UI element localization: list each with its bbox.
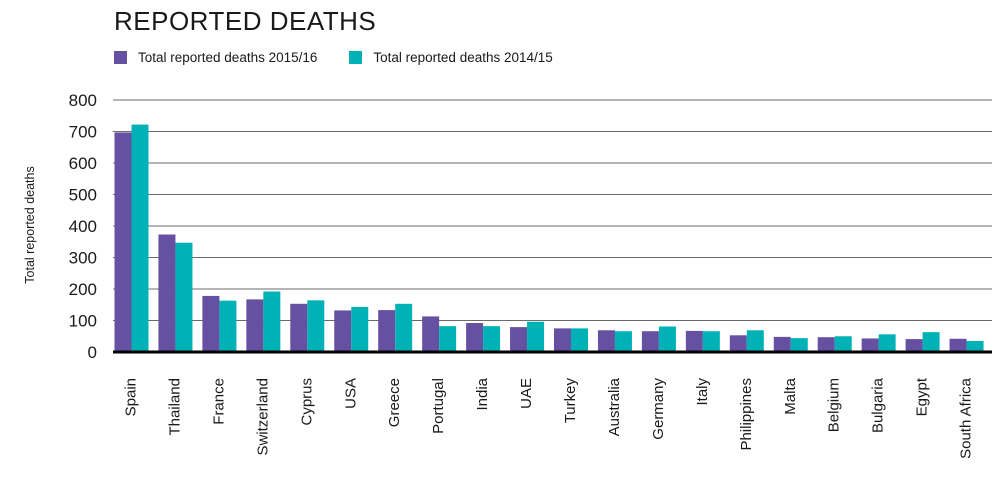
bar-2014-15 — [614, 331, 632, 352]
y-tick-label: 300 — [69, 249, 97, 268]
x-tick-label: Cyprus — [298, 378, 315, 426]
bar-2015-16 — [773, 336, 791, 352]
bar-2014-15 — [878, 334, 896, 352]
bar-2014-15 — [439, 326, 457, 352]
y-tick-label: 200 — [69, 280, 97, 299]
bar-2014-15 — [922, 332, 940, 352]
y-tick-label: 600 — [69, 154, 97, 173]
bar-2015-16 — [729, 335, 747, 352]
bar-2015-16 — [949, 338, 967, 352]
bar-2015-16 — [158, 234, 176, 352]
x-tick-label: UAE — [518, 378, 535, 409]
x-tick-label: Portugal — [430, 378, 447, 434]
x-tick-label: Bulgaria — [870, 377, 887, 433]
bar-2015-16 — [202, 295, 220, 352]
bar-2014-15 — [175, 242, 193, 352]
y-axis-ticks: 0 100 200 300 400 500 600 700 800 — [69, 91, 97, 362]
bar-2014-15 — [790, 338, 808, 352]
x-tick-label: Switzerland — [254, 378, 271, 456]
bar-2015-16 — [641, 331, 659, 352]
x-tick-label: USA — [342, 378, 359, 409]
bar-2015-16 — [817, 337, 835, 352]
bar-2015-16 — [466, 323, 484, 352]
x-tick-label: Italy — [694, 378, 711, 406]
x-tick-label: Turkey — [562, 378, 579, 424]
legend-item-2014-15: Total reported deaths 2014/15 — [349, 50, 553, 65]
bar-2014-15 — [131, 124, 149, 352]
bar-2014-15 — [483, 326, 501, 352]
bar-2014-15 — [527, 321, 545, 352]
bar-2014-15 — [746, 330, 764, 352]
bar-2015-16 — [334, 310, 352, 352]
x-tick-label: India — [474, 377, 491, 410]
bars — [114, 124, 984, 352]
bar-2015-16 — [246, 299, 264, 352]
bar-2015-16 — [422, 316, 440, 352]
bar-2015-16 — [554, 328, 571, 352]
gridlines — [113, 99, 992, 321]
y-tick-label: 400 — [69, 217, 97, 236]
legend-label-2014-15: Total reported deaths 2014/15 — [373, 50, 553, 65]
bar-2014-15 — [702, 331, 720, 352]
y-tick-label: 700 — [69, 123, 97, 142]
bar-2014-15 — [263, 291, 281, 352]
x-tick-label: Malta — [782, 377, 799, 414]
bar-2014-15 — [395, 303, 413, 352]
x-tick-label: Egypt — [914, 377, 931, 416]
bar-2015-16 — [597, 330, 615, 352]
x-tick-label: Belgium — [826, 378, 843, 432]
legend-swatch-2015-16 — [114, 51, 127, 64]
bar-2014-15 — [307, 300, 325, 352]
bar-2014-15 — [351, 306, 369, 352]
bar-2014-15 — [219, 300, 237, 352]
bar-2015-16 — [905, 339, 923, 352]
bar-2014-15 — [658, 326, 676, 352]
x-tick-label: Greece — [386, 378, 403, 427]
bar-2014-15 — [834, 336, 852, 352]
x-tick-label: South Africa — [958, 377, 975, 459]
y-tick-label: 800 — [69, 91, 97, 110]
bar-2015-16 — [861, 338, 879, 352]
legend-label-2015-16: Total reported deaths 2015/16 — [138, 50, 318, 65]
y-tick-label: 500 — [69, 186, 97, 205]
bar-2015-16 — [290, 303, 308, 352]
bar-2014-15 — [571, 328, 588, 352]
x-tick-label: Philippines — [738, 378, 755, 451]
legend-item-2015-16: Total reported deaths 2015/16 — [114, 50, 317, 65]
bar-2015-16 — [378, 310, 396, 352]
x-axis-ticks: Spain Thailand France Switzerland Cyprus USA G… — [123, 377, 975, 459]
bar-2014-15 — [966, 340, 984, 352]
x-tick-label: France — [210, 378, 227, 425]
y-tick-label: 100 — [69, 312, 97, 331]
x-tick-label: Germany — [650, 378, 667, 440]
bar-2015-16 — [685, 330, 703, 352]
bar-2015-16 — [114, 132, 132, 352]
x-tick-label: Spain — [123, 378, 140, 416]
chart-title: REPORTED DEATHS — [114, 6, 377, 36]
legend-swatch-2014-15 — [349, 51, 363, 64]
bar-2015-16 — [510, 327, 528, 352]
y-axis-label: Total reported deaths — [23, 166, 37, 283]
legend: Total reported deaths 2015/16 Total repo… — [114, 50, 553, 65]
x-tick-label: Australia — [606, 377, 623, 436]
y-tick-label: 0 — [88, 343, 97, 362]
x-tick-label: Thailand — [166, 378, 183, 436]
